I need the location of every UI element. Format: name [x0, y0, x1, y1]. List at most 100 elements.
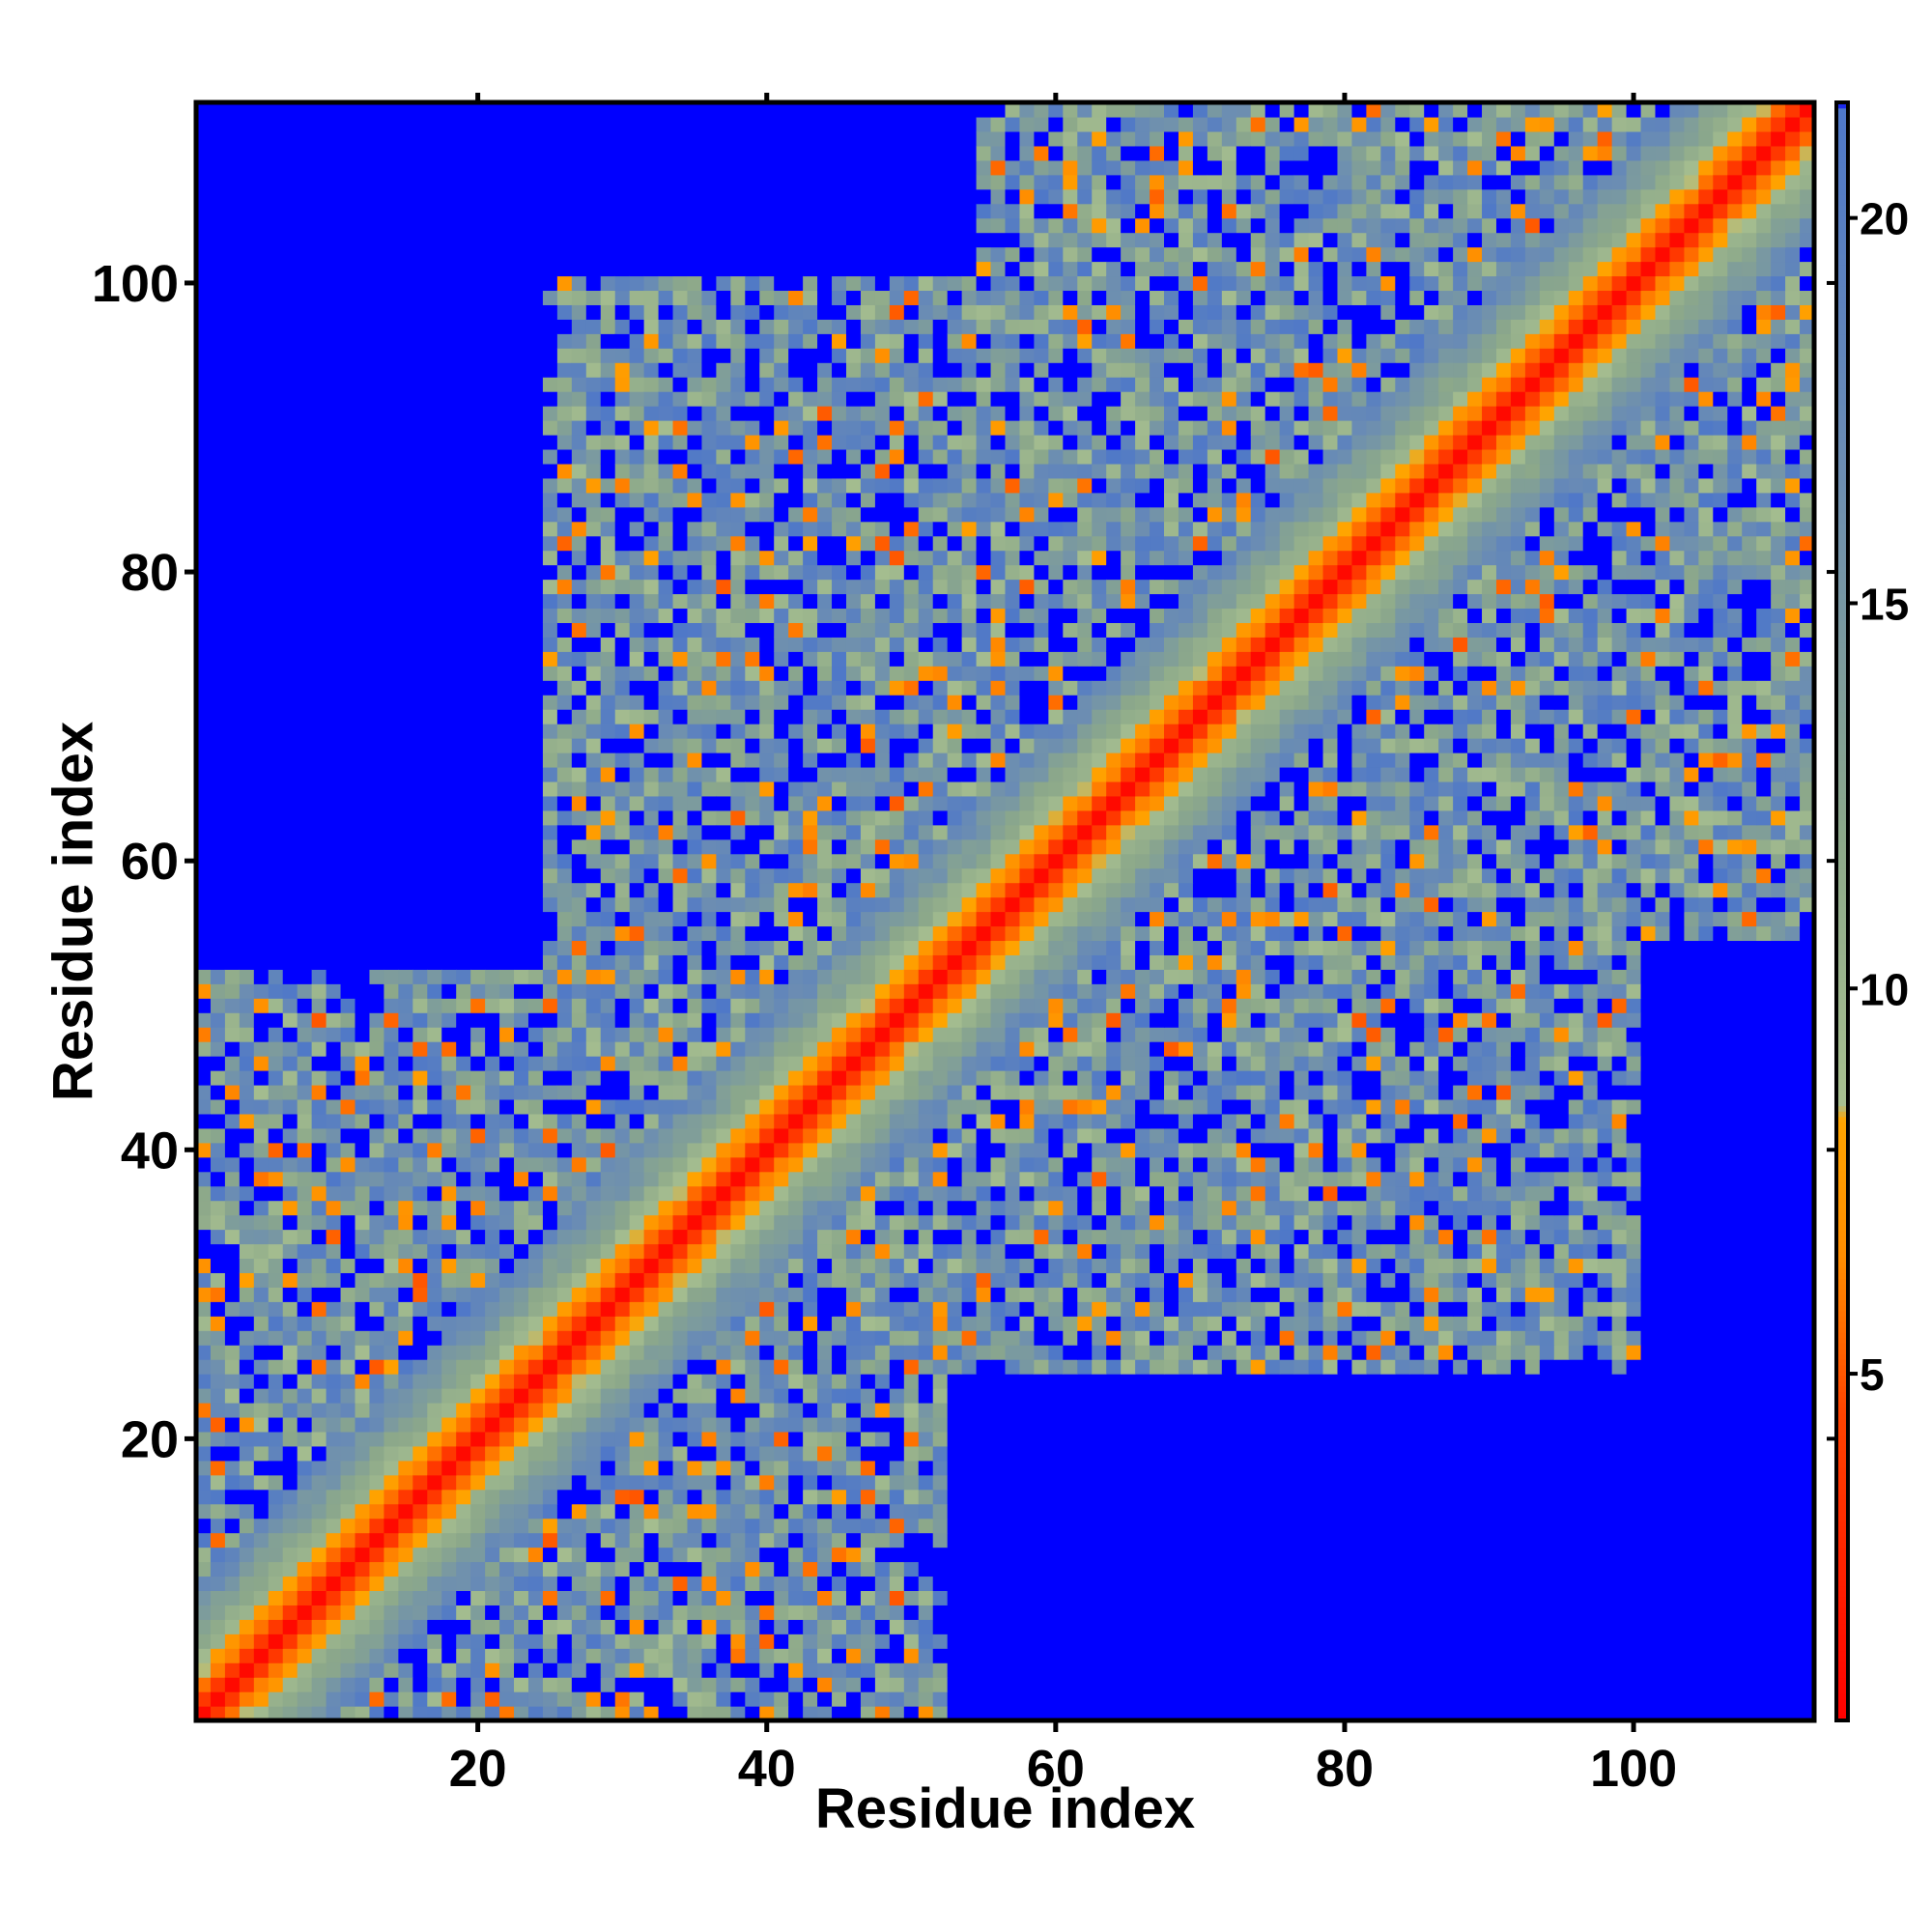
heatmap-cell: [1395, 1576, 1410, 1592]
heatmap-cell: [398, 261, 413, 277]
heatmap-cell: [253, 1127, 270, 1144]
heatmap-cell: [239, 463, 255, 479]
heatmap-cell: [514, 1648, 529, 1663]
heatmap-cell: [1121, 1402, 1136, 1418]
heatmap-cell: [398, 593, 413, 610]
heatmap-cell: [441, 1634, 457, 1649]
heatmap-cell: [1351, 1489, 1367, 1505]
heatmap-cell: [297, 954, 313, 970]
heatmap-cell: [1221, 1431, 1237, 1447]
heatmap-cell: [485, 1185, 500, 1202]
heatmap-cell: [253, 709, 270, 724]
heatmap-cell: [716, 1576, 731, 1592]
heatmap-cell: [253, 954, 270, 970]
heatmap-cell: [239, 1662, 255, 1678]
heatmap-cell: [470, 521, 486, 537]
heatmap-cell: [1395, 1648, 1410, 1663]
heatmap-cell: [253, 853, 270, 869]
heatmap-cell: [1438, 1619, 1454, 1634]
heatmap-cell: [961, 1662, 978, 1678]
heatmap-cell: [1553, 1532, 1570, 1548]
heatmap-cell: [1236, 1532, 1252, 1548]
heatmap-cell: [1366, 1605, 1381, 1620]
heatmap-cell: [398, 232, 413, 248]
heatmap-cell: [485, 896, 500, 913]
heatmap-cell: [629, 1345, 645, 1360]
heatmap-cell: [268, 1590, 284, 1605]
heatmap-cell: [585, 1474, 602, 1491]
heatmap-cell: [527, 1590, 544, 1605]
heatmap-cell: [817, 1374, 833, 1389]
heatmap-cell: [499, 911, 515, 927]
heatmap-cell: [412, 319, 428, 334]
heatmap-cell: [514, 882, 529, 898]
heatmap-cell: [224, 1547, 241, 1563]
heatmap-cell: [542, 637, 558, 652]
heatmap-cell: [1698, 1503, 1714, 1520]
heatmap-cell: [889, 1619, 905, 1634]
heatmap-cell: [340, 810, 356, 826]
heatmap-cell: [210, 1576, 226, 1592]
heatmap-cell: [918, 1634, 934, 1649]
heatmap-cell: [398, 824, 413, 840]
heatmap-cell: [398, 1113, 413, 1129]
heatmap-cell: [1597, 1532, 1613, 1548]
heatmap-cell: [1742, 1445, 1757, 1462]
heatmap-cell: [947, 1474, 963, 1491]
heatmap-cell: [239, 608, 255, 623]
heatmap-cell: [1221, 1677, 1237, 1692]
heatmap-cell: [485, 637, 500, 652]
heatmap-cell: [441, 1359, 457, 1375]
heatmap-cell: [1640, 1634, 1657, 1649]
heatmap-cell: [470, 738, 486, 753]
heatmap-cell: [210, 1359, 226, 1375]
heatmap-cell: [1308, 1460, 1324, 1476]
heatmap-cell: [961, 1489, 978, 1505]
heatmap-cell: [1409, 1489, 1425, 1505]
heatmap-cell: [1495, 1648, 1512, 1663]
heatmap-cell: [1063, 1605, 1078, 1620]
heatmap-cell: [1264, 1662, 1281, 1678]
heatmap-cell: [441, 911, 457, 927]
heatmap-cell: [1727, 1677, 1743, 1692]
heatmap-cell: [224, 1098, 241, 1115]
heatmap-cell: [485, 1576, 500, 1592]
heatmap-cell: [889, 1402, 905, 1418]
heatmap-cell: [253, 1518, 270, 1534]
heatmap-cell: [456, 1576, 471, 1592]
heatmap-cell: [224, 781, 241, 797]
heatmap-cell: [340, 550, 356, 566]
heatmap-cell: [311, 304, 327, 320]
heatmap-cell: [832, 1388, 847, 1404]
heatmap-cell: [759, 1561, 775, 1577]
heatmap-cell: [745, 1648, 760, 1663]
heatmap-cell: [903, 1489, 920, 1505]
heatmap-cell: [1698, 1590, 1714, 1605]
heatmap-cell: [268, 232, 284, 248]
heatmap-cell: [832, 1677, 847, 1692]
heatmap-cell: [1077, 1605, 1093, 1620]
heatmap-cell: [485, 1171, 500, 1187]
heatmap-cell: [889, 1561, 905, 1577]
heatmap-cell: [990, 1648, 1007, 1663]
heatmap-cell: [340, 1374, 356, 1389]
heatmap-cell: [268, 983, 284, 999]
heatmap-cell: [311, 1012, 327, 1028]
heatmap-cell: [412, 1503, 428, 1520]
heatmap-cell: [860, 1605, 876, 1620]
heatmap-cell: [427, 1056, 442, 1071]
heatmap-cell: [239, 550, 255, 566]
heatmap-cell: [470, 1027, 486, 1042]
heatmap-cell: [1380, 1576, 1396, 1592]
heatmap-cell: [253, 998, 270, 1013]
heatmap-cell: [311, 420, 327, 436]
heatmap-cell: [441, 406, 457, 421]
heatmap-cell: [1771, 1460, 1786, 1476]
heatmap-cell: [1771, 1532, 1786, 1548]
heatmap-cell: [355, 1576, 371, 1592]
heatmap-cell: [485, 838, 500, 855]
heatmap-cell: [1800, 1576, 1815, 1592]
heatmap-cell: [427, 969, 442, 984]
heatmap-cell: [311, 882, 327, 898]
heatmap-cell: [1597, 1547, 1613, 1563]
